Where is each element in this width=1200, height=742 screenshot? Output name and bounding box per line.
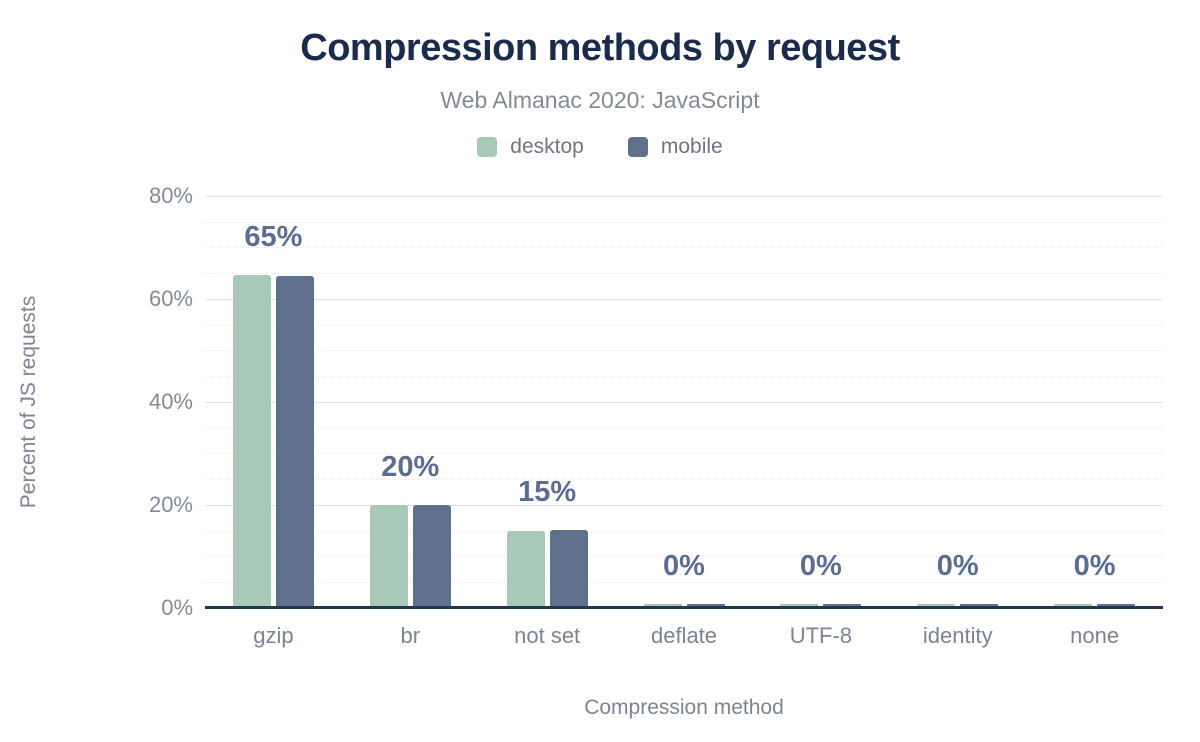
y-tick-label: 60% (148, 285, 193, 311)
chart-title: Compression methods by request (300, 27, 900, 69)
legend-label: mobile (660, 134, 723, 158)
minor-gridline (205, 350, 1163, 352)
chart-subtitle: Web Almanac 2020: JavaScript (440, 86, 760, 113)
x-category-label-UTF-8: UTF-8 (789, 622, 853, 648)
major-gridline (205, 401, 1163, 403)
bar-value-label: 0% (663, 549, 705, 582)
y-tick-label: 0% (161, 594, 193, 620)
y-axis-tick-labels: 0% 20% 40% 60% 80% (58, 183, 205, 620)
bar-group-br: 20% (342, 196, 479, 608)
bar-value-label: 0% (799, 549, 842, 582)
bar-value-label: 15% (518, 476, 577, 509)
legend-swatch-mobile (627, 136, 648, 157)
legend-item-desktop: desktop (477, 135, 584, 159)
y-tick-label: 20% (148, 491, 193, 517)
x-category-label-none: none (1070, 622, 1120, 648)
x-category-label-gzip: gzip (253, 622, 294, 648)
bar-group-gzip: 65% (205, 196, 342, 608)
x-category-label-identity: identity (922, 622, 993, 648)
minor-gridline (205, 479, 1163, 481)
x-axis-line (205, 605, 1163, 609)
minor-gridline (205, 324, 1163, 326)
bar-value-label: 20% (381, 451, 440, 484)
minor-gridline (205, 221, 1163, 223)
minor-gridline (205, 427, 1163, 429)
bar-value-label: 0% (1073, 549, 1116, 582)
bar-group-deflate: 0% (616, 196, 753, 608)
legend-label: desktop (510, 134, 584, 158)
y-axis-title: Percent of JS requests (17, 295, 40, 509)
bar-mobile-not-set (549, 530, 588, 608)
major-gridline (205, 195, 1163, 197)
y-tick-label: 40% (148, 388, 193, 414)
x-axis-title-cell: Compression method (205, 654, 1163, 726)
chart-area: Percent of JS requests 0% 20% 40% 60% 80% 65… (0, 183, 1163, 726)
major-gridline (205, 298, 1163, 300)
x-category-label-not-set: not set (514, 622, 581, 648)
x-axis-category-labels: gzip br not set deflate UTF-8 identity none (205, 608, 1163, 654)
bar-value-label: 0% (936, 549, 979, 582)
bar-desktop-not-set (506, 530, 545, 608)
legend-item-mobile: mobile (627, 134, 723, 159)
minor-gridline (205, 247, 1163, 249)
y-tick-label: 80% (148, 182, 193, 208)
bar-group-identity: 0% (889, 196, 1026, 608)
y-axis-title-cell: Percent of JS requests (0, 196, 58, 608)
x-axis-title: Compression method (584, 695, 784, 719)
minor-gridline (205, 582, 1163, 584)
minor-gridline (205, 453, 1163, 455)
bar-groups: 65% 20% 15% 0% 0% 0% 0% (205, 196, 1163, 608)
x-category-label-deflate: deflate (650, 622, 718, 648)
bar-group-none: 0% (1026, 196, 1163, 608)
bar-mobile-br (412, 505, 451, 608)
minor-gridline (205, 530, 1163, 532)
plot-area: 65% 20% 15% 0% 0% 0% 0% (205, 195, 1163, 609)
minor-gridline (205, 376, 1163, 378)
bar-group-not-set: 15% (479, 196, 616, 608)
major-gridline (205, 504, 1163, 506)
bar-group-UTF-8: 0% (752, 196, 889, 608)
bar-desktop-br (369, 505, 408, 608)
minor-gridline (205, 273, 1163, 275)
bar-value-label: 65% (244, 221, 303, 254)
minor-gridline (205, 556, 1163, 558)
x-category-label-br: br (400, 622, 421, 648)
legend-swatch-desktop (477, 136, 498, 157)
bar-mobile-gzip (275, 275, 314, 608)
bar-desktop-gzip (232, 275, 271, 608)
legend: desktop mobile (0, 135, 1200, 159)
